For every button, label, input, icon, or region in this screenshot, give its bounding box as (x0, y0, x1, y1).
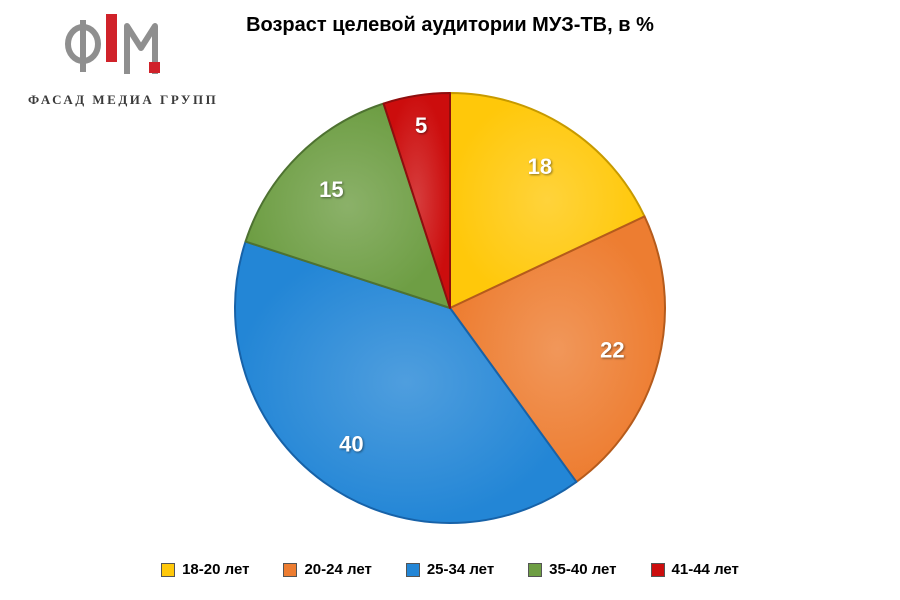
slice-value-label: 22 (600, 337, 624, 362)
slice-value-label: 5 (415, 113, 427, 138)
pie-slice-3 (234, 240, 578, 524)
pie-chart-area: 18 22 40 15 5 (218, 76, 682, 540)
pie-slice-5 (382, 92, 451, 309)
pie-slice-2 (449, 215, 666, 483)
legend-label: 25-34 лет (426, 561, 495, 578)
legend-item: 35-40 лет (528, 561, 617, 578)
legend-label: 20-24 лет (304, 561, 372, 578)
slice-value-label: 15 (319, 177, 343, 202)
legend-swatch (528, 562, 543, 577)
legend-item: 20-24 лет (283, 561, 372, 578)
pie-chart-svg: 18 22 40 15 5 (234, 92, 666, 524)
company-logo: ФАСАД МЕДИА ГРУПП (28, 10, 219, 108)
legend-item: 41-44 лет (650, 561, 739, 578)
chart-legend: 18-20 лет 20-24 лет 25-34 лет 35-40 лет 41-4… (0, 561, 900, 578)
pie-slice-1 (449, 92, 646, 309)
pie-slice-4 (244, 102, 451, 309)
legend-swatch (161, 562, 176, 577)
slice-value-label: 18 (528, 154, 552, 179)
legend-swatch (650, 562, 665, 577)
logo-text: ФАСАД МЕДИА ГРУПП (28, 92, 219, 107)
logo-mark-icon (64, 14, 160, 74)
legend-label: 18-20 лет (182, 561, 250, 578)
legend-label: 41-44 лет (671, 561, 739, 578)
legend-item: 18-20 лет (161, 561, 249, 578)
chart-title: Возраст целевой аудитории МУЗ-ТВ, в % (246, 14, 654, 36)
slice-value-label: 40 (339, 431, 363, 456)
legend-swatch (405, 562, 420, 577)
legend-label: 35-40 лет (549, 561, 617, 578)
legend-item: 25-34 лет (405, 561, 495, 578)
legend-swatch (283, 562, 298, 577)
